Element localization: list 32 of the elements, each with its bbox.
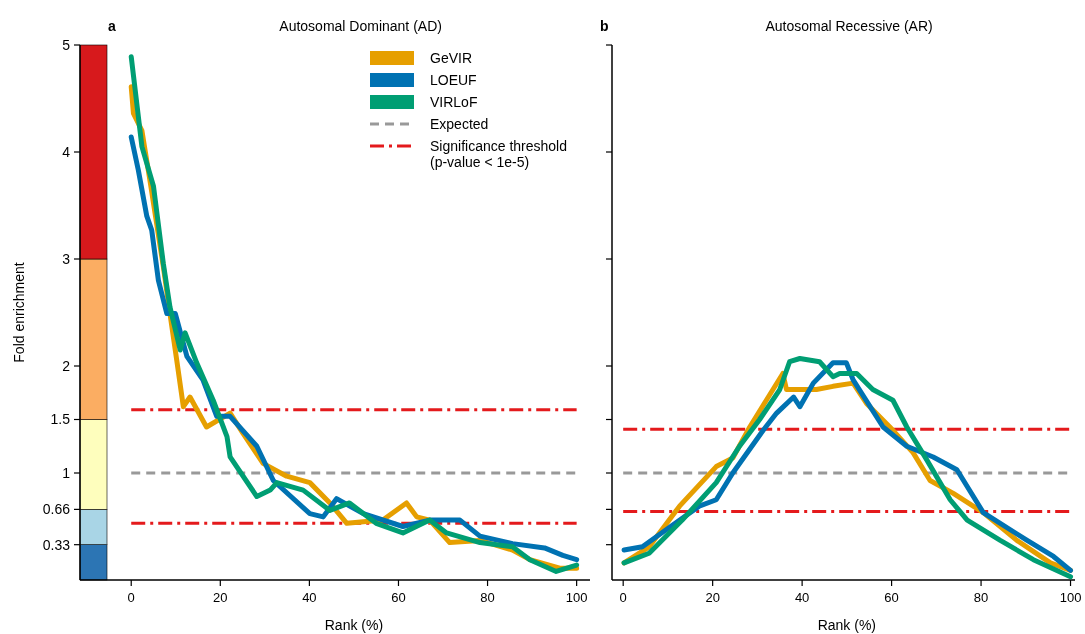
chart-title: Autosomal Dominant (AD) <box>279 18 442 34</box>
legend-label: LOEUF <box>430 71 477 88</box>
x-tick-label: 0 <box>127 590 135 605</box>
text: b <box>600 18 609 34</box>
text: a <box>108 18 116 34</box>
legend-label: Significance threshold (p-value < 1e-5) <box>430 137 567 170</box>
x-axis-title: Rank (%) <box>324 617 384 633</box>
x-tick-label: 20 <box>213 590 228 605</box>
y-tick-label: 0.66 <box>42 501 71 518</box>
x-tick-label: 20 <box>705 590 720 605</box>
y-tick-label: 3 <box>62 250 71 267</box>
y-tick-label: 4 <box>62 143 71 160</box>
y-tick-label: 0.33 <box>42 536 71 553</box>
x-tick-label: 40 <box>302 590 317 605</box>
x-tick-label: 0 <box>619 590 627 605</box>
legend-label: VIRLoF <box>430 93 478 110</box>
legend-label: GeVIR <box>430 49 473 66</box>
x-axis-title: Rank (%) <box>817 617 877 633</box>
x-tick-label: 40 <box>794 590 810 605</box>
y-axis-title: Fold enrichment <box>11 262 27 363</box>
x-tick-label: 80 <box>973 590 989 605</box>
y-tick-label: 2 <box>62 357 71 374</box>
x-tick-label: 100 <box>565 590 588 605</box>
y-tick-label: 1 <box>62 464 71 481</box>
x-tick-label: 80 <box>480 590 495 605</box>
x-tick-label: 60 <box>884 590 899 605</box>
legend-label: Expected <box>430 115 489 132</box>
x-tick-label: 60 <box>391 590 406 605</box>
x-tick-label: 100 <box>1059 590 1082 605</box>
y-tick-label: 5 <box>62 36 71 53</box>
y-tick-label: 1.5 <box>50 411 71 428</box>
chart-title: Autosomal Recessive (AR) <box>765 18 933 34</box>
